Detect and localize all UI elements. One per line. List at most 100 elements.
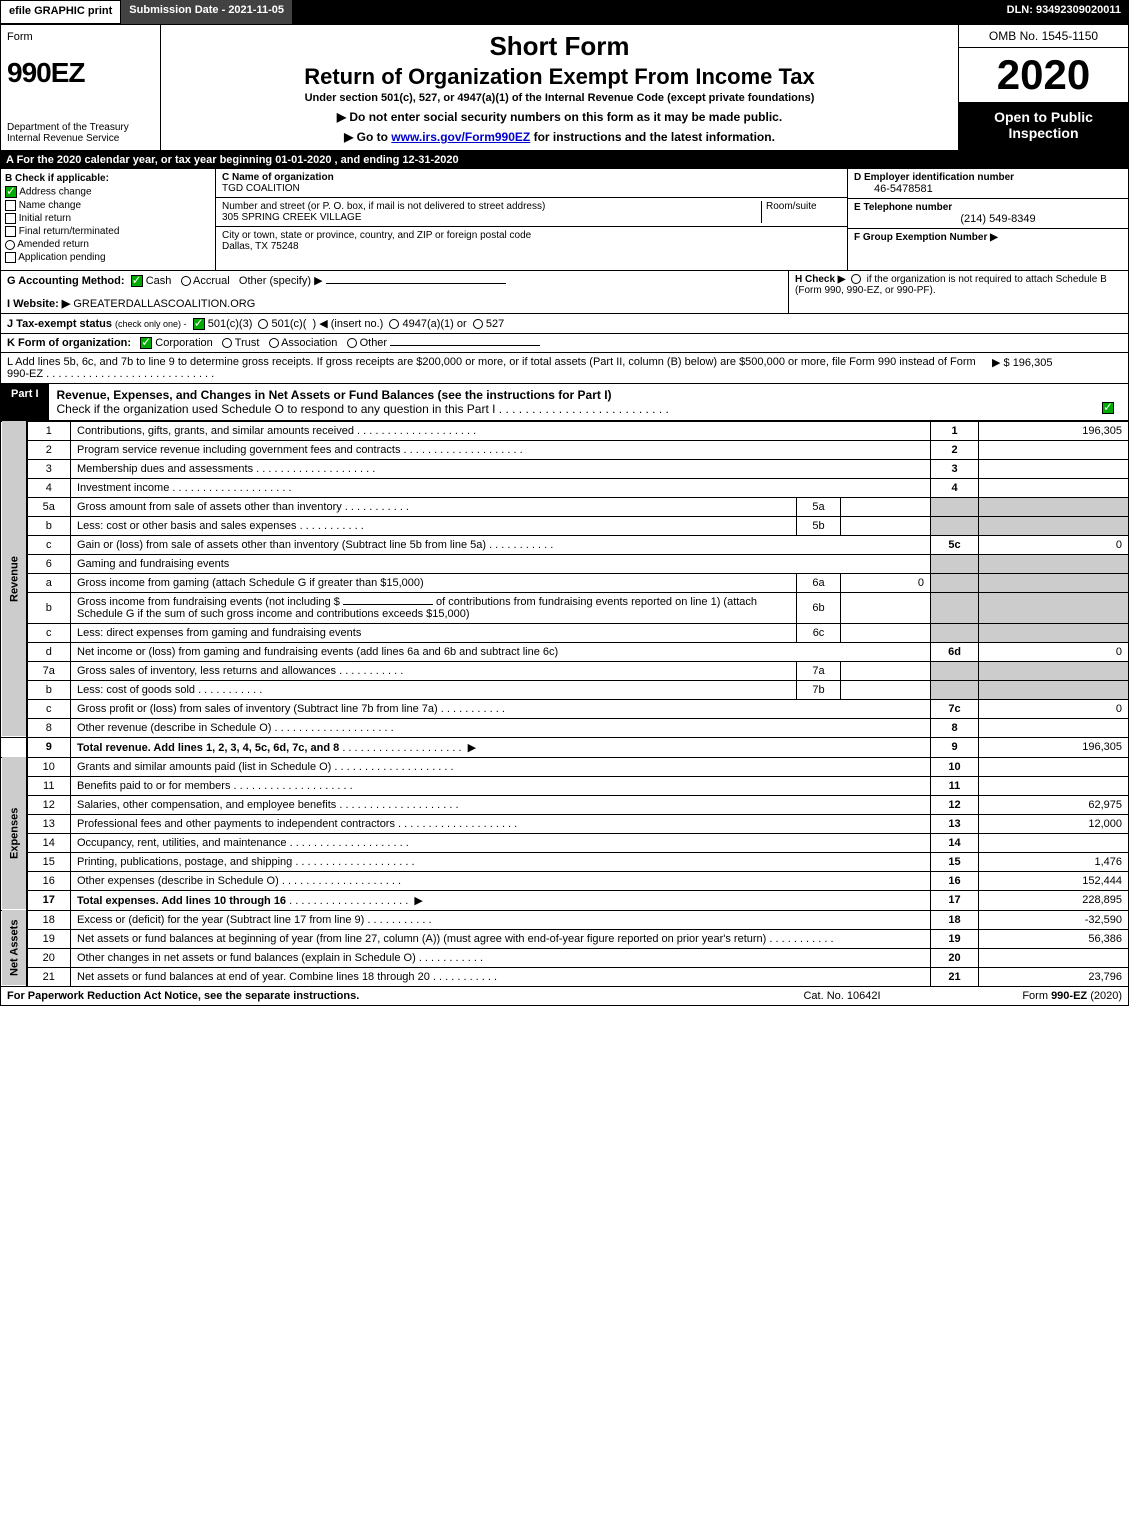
l-text: L Add lines 5b, 6c, and 7b to line 9 to … [7,356,992,380]
footer-cat-no: Cat. No. 10642I [742,990,942,1002]
line-6c-subval [841,623,931,642]
line-11-num: 11 [27,776,71,795]
line-2-num: 2 [27,440,71,459]
line-5b-subval [841,516,931,535]
shaded-cell [931,516,979,535]
line-8-num: 8 [27,718,71,737]
check-name-change[interactable]: Name change [5,200,211,211]
line-18-num: 18 [27,910,71,929]
line-5c-ref: 5c [931,535,979,554]
shaded-cell [979,554,1129,573]
line-6d-num: d [27,642,71,661]
line-18-ref: 18 [931,910,979,929]
line-10-ref: 10 [931,757,979,776]
line-16-num: 16 [27,871,71,890]
line-6c-num: c [27,623,71,642]
k-assoc: Association [281,337,337,349]
line-13-ref: 13 [931,814,979,833]
line-k: K Form of organization: Corporation Trus… [1,333,1128,352]
part-i-title: Revenue, Expenses, and Changes in Net As… [49,384,1088,420]
g-other-input[interactable] [326,283,506,284]
part-i-checkbox[interactable] [1102,402,1114,414]
check-application-pending[interactable]: Application pending [5,252,211,263]
goto-row: ▶ Go to www.irs.gov/Form990EZ for instru… [167,130,952,144]
k-other: Other [360,337,388,349]
line-15-value: 1,476 [979,852,1129,871]
radio-icon[interactable] [347,338,357,348]
line-19-value: 56,386 [979,929,1129,948]
checkbox-checked-icon[interactable] [193,318,205,330]
line-17-value: 228,895 [979,890,1129,910]
line-8-desc: Other revenue (describe in Schedule O) [71,718,931,737]
checkbox-checked-icon[interactable] [131,275,143,287]
line-6-desc: Gaming and fundraising events [71,554,931,573]
radio-icon[interactable] [851,274,861,284]
g-accrual: Accrual [193,275,230,287]
line-3-num: 3 [27,459,71,478]
line-11-value [979,776,1129,795]
check-address-change[interactable]: Address change [5,186,211,198]
line-17-ref: 17 [931,890,979,910]
line-6b-desc: Gross income from fundraising events (no… [71,592,797,623]
j-options: 501(c)(3) 501(c)( ) ◀ (insert no.) 4947(… [208,318,504,330]
check-amended-return[interactable]: Amended return [5,239,211,250]
line-21-ref: 21 [931,967,979,986]
checkbox-icon [5,200,16,211]
shaded-cell [979,497,1129,516]
goto-prefix: ▶ Go to [344,130,391,144]
inspection-label: Open to Public Inspection [959,103,1128,150]
line-7b-num: b [27,680,71,699]
line-6d-ref: 6d [931,642,979,661]
checkbox-checked-icon[interactable] [140,337,152,349]
line-12-num: 12 [27,795,71,814]
line-14-num: 14 [27,833,71,852]
org-name: TGD COALITION [222,183,841,194]
e-phone-label: E Telephone number [854,202,1122,213]
shaded-cell [979,516,1129,535]
checkbox-icon [5,213,16,224]
line-g: G Accounting Method: Cash Accrual Other … [1,271,788,313]
goto-suffix: for instructions and the latest informat… [534,130,775,144]
radio-icon[interactable] [181,276,191,286]
header-left: Form 990EZ Department of the Treasury In… [1,25,161,150]
line-l: L Add lines 5b, 6c, and 7b to line 9 to … [1,352,1128,383]
line-11-ref: 11 [931,776,979,795]
line-9-num: 9 [27,737,71,757]
line-17-desc: Total expenses. Add lines 10 through 16 … [71,890,931,910]
radio-icon[interactable] [269,338,279,348]
line-6a-sub: 6a [797,573,841,592]
line-5b-desc: Less: cost or other basis and sales expe… [71,516,797,535]
f-group-label: F Group Exemption Number ▶ [854,232,1122,243]
k-other-input[interactable] [390,345,540,346]
line-10-value [979,757,1129,776]
line-9-value: 196,305 [979,737,1129,757]
line-6a-num: a [27,573,71,592]
form-number: 990EZ [7,57,154,89]
checkbox-icon [5,226,16,237]
line-21-value: 23,796 [979,967,1129,986]
net-assets-label: Net Assets [1,910,27,986]
line-5a-sub: 5a [797,497,841,516]
check-initial-return[interactable]: Initial return [5,213,211,224]
line-6d-desc: Net income or (loss) from gaming and fun… [71,642,931,661]
line-4-desc: Investment income [71,478,931,497]
dept-treasury: Department of the Treasury [7,122,154,133]
line-1-ref: 1 [931,421,979,440]
org-street: 305 SPRING CREEK VILLAGE [222,212,761,223]
line-2-value [979,440,1129,459]
irs-link[interactable]: www.irs.gov/Form990EZ [391,130,530,144]
inspection-line1: Open to Public [965,109,1122,125]
line-15-ref: 15 [931,852,979,871]
efile-label[interactable]: efile GRAPHIC print [0,0,121,24]
line-6c-sub: 6c [797,623,841,642]
return-title: Return of Organization Exempt From Incom… [167,64,952,90]
line-2-ref: 2 [931,440,979,459]
line-1-num: 1 [27,421,71,440]
line-20-value [979,948,1129,967]
line-21-desc: Net assets or fund balances at end of ye… [71,967,931,986]
identification-block: B Check if applicable: Address change Na… [0,169,1129,271]
check-final-return[interactable]: Final return/terminated [5,226,211,237]
g-other: Other (specify) ▶ [239,275,323,287]
header-center: Short Form Return of Organization Exempt… [161,25,958,150]
radio-icon[interactable] [222,338,232,348]
